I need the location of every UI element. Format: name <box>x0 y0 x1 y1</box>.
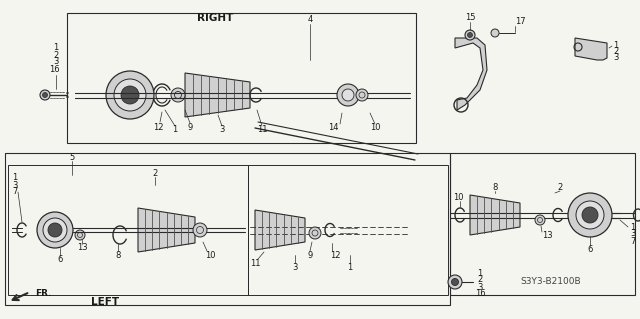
Bar <box>450 153 635 295</box>
Text: 12: 12 <box>330 250 340 259</box>
Text: 6: 6 <box>588 246 593 255</box>
Circle shape <box>114 79 146 111</box>
Text: 3: 3 <box>613 54 618 63</box>
Text: 13: 13 <box>541 231 552 240</box>
Circle shape <box>465 30 475 40</box>
Text: 14: 14 <box>328 123 339 132</box>
Text: 3: 3 <box>477 283 483 292</box>
Text: 2: 2 <box>477 276 483 285</box>
Circle shape <box>40 90 50 100</box>
Text: 1: 1 <box>12 174 17 182</box>
Text: 2: 2 <box>53 50 59 60</box>
Circle shape <box>342 89 354 101</box>
Text: 1: 1 <box>477 269 483 278</box>
Text: 2: 2 <box>152 168 157 177</box>
Circle shape <box>568 193 612 237</box>
Text: 7: 7 <box>12 188 17 197</box>
Circle shape <box>467 33 472 38</box>
Polygon shape <box>138 208 195 252</box>
Text: 1: 1 <box>348 263 353 271</box>
Text: 1: 1 <box>630 222 636 232</box>
Circle shape <box>75 230 85 240</box>
Text: 1: 1 <box>172 125 178 135</box>
Text: 6: 6 <box>58 256 63 264</box>
Text: 3: 3 <box>53 57 59 66</box>
Text: 17: 17 <box>515 18 525 26</box>
Text: 10: 10 <box>370 123 380 132</box>
Text: 10: 10 <box>452 192 463 202</box>
Text: 1: 1 <box>613 41 618 50</box>
Text: 2: 2 <box>557 182 563 191</box>
Circle shape <box>106 71 154 119</box>
Text: 3: 3 <box>12 181 17 189</box>
Polygon shape <box>255 210 305 250</box>
Bar <box>8 165 248 295</box>
Circle shape <box>43 218 67 242</box>
Text: 9: 9 <box>188 122 193 131</box>
Circle shape <box>193 223 207 237</box>
Text: 11: 11 <box>257 125 268 135</box>
Circle shape <box>171 88 185 102</box>
Text: 12: 12 <box>153 122 163 131</box>
Text: 4: 4 <box>307 16 312 25</box>
Circle shape <box>121 86 139 104</box>
Text: 2: 2 <box>613 48 618 56</box>
Text: 5: 5 <box>69 152 75 161</box>
Text: S3Y3-B2100B: S3Y3-B2100B <box>520 278 580 286</box>
Bar <box>248 165 448 295</box>
Circle shape <box>309 227 321 239</box>
Text: 11: 11 <box>250 258 260 268</box>
Polygon shape <box>455 38 487 110</box>
Circle shape <box>535 215 545 225</box>
Text: 10: 10 <box>205 250 215 259</box>
Circle shape <box>451 278 458 286</box>
Text: RIGHT: RIGHT <box>197 13 233 23</box>
Text: 8: 8 <box>492 182 498 191</box>
Circle shape <box>48 223 62 237</box>
Polygon shape <box>470 195 520 235</box>
Text: 1: 1 <box>53 43 59 53</box>
Text: 3: 3 <box>220 125 225 135</box>
Bar <box>5 153 450 305</box>
Circle shape <box>448 275 462 289</box>
Text: 15: 15 <box>465 13 476 23</box>
Text: 16: 16 <box>49 64 60 73</box>
Text: 7: 7 <box>630 236 636 246</box>
Circle shape <box>491 29 499 37</box>
Circle shape <box>337 84 359 106</box>
Text: 13: 13 <box>77 243 87 253</box>
Text: 3: 3 <box>292 263 298 271</box>
Text: FR.: FR. <box>35 288 51 298</box>
Circle shape <box>37 212 73 248</box>
Circle shape <box>356 89 368 101</box>
Circle shape <box>582 207 598 223</box>
Polygon shape <box>575 38 607 60</box>
Polygon shape <box>185 73 250 117</box>
Text: 9: 9 <box>307 250 312 259</box>
Text: 8: 8 <box>115 250 121 259</box>
Text: 3: 3 <box>630 229 636 239</box>
Text: 16: 16 <box>475 290 486 299</box>
Text: LEFT: LEFT <box>91 297 119 307</box>
Circle shape <box>42 93 47 98</box>
Circle shape <box>576 201 604 229</box>
